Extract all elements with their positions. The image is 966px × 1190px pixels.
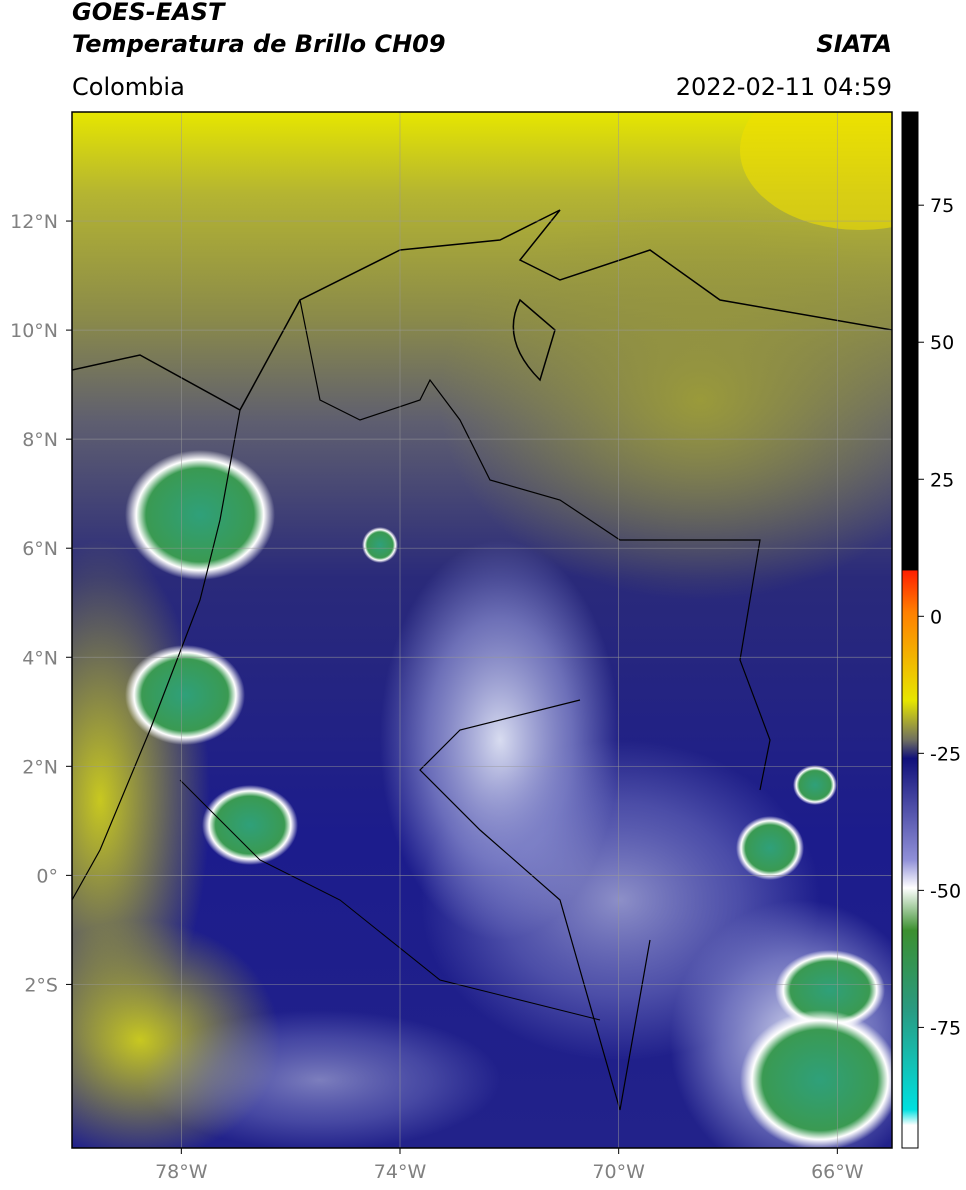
colorbar bbox=[901, 111, 919, 1149]
x-tick-label: 66°W bbox=[811, 1161, 864, 1183]
y-tick-label: 8°N bbox=[22, 429, 58, 451]
datetime: 2022-02-11 04:59 bbox=[676, 73, 892, 101]
colorbar-tick-label: 0 bbox=[930, 606, 942, 628]
colorbar-tick-label: 75 bbox=[930, 195, 954, 217]
colorbar-tick-label: -50 bbox=[930, 880, 961, 902]
graticule bbox=[72, 112, 892, 1148]
y-tick-label: 12°N bbox=[10, 211, 58, 233]
subtitle: Temperatura de Brillo CH09 bbox=[72, 30, 446, 58]
y-tick-label: 6°N bbox=[22, 538, 58, 560]
y-tick-label: 2°S bbox=[24, 974, 58, 996]
y-tick-label: 10°N bbox=[10, 320, 58, 342]
x-tick-label: 78°W bbox=[155, 1161, 208, 1183]
y-tick-label: 2°N bbox=[22, 756, 58, 778]
colorbar-tick-label: -25 bbox=[930, 743, 961, 765]
x-tick-label: 70°W bbox=[592, 1161, 645, 1183]
x-tick-label: 74°W bbox=[374, 1161, 427, 1183]
satellite-image bbox=[72, 112, 892, 1148]
map-frame bbox=[71, 111, 893, 1149]
source: SIATA bbox=[816, 30, 892, 58]
y-tick-label: 4°N bbox=[22, 647, 58, 669]
colorbar-tick-label: 25 bbox=[930, 469, 954, 491]
region: Colombia bbox=[72, 73, 185, 101]
colorbar-tick-label: -75 bbox=[930, 1017, 961, 1039]
title: GOES-EAST bbox=[72, 0, 226, 26]
colorbar-tick-label: 50 bbox=[930, 332, 954, 354]
y-tick-label: 0° bbox=[36, 865, 58, 887]
